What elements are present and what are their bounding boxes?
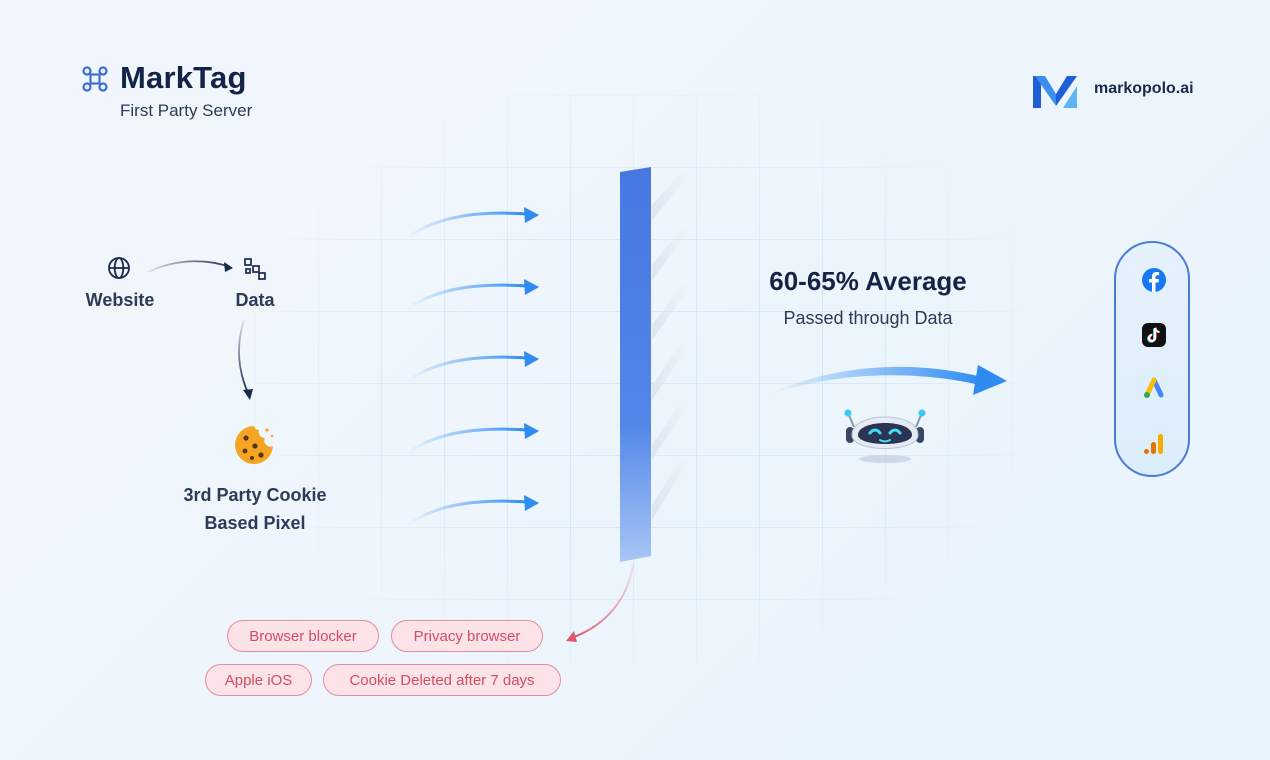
destinations-panel: [1114, 241, 1190, 477]
incoming-data-arrows: [407, 207, 539, 526]
page-subtitle: First Party Server: [120, 101, 253, 120]
command-icon: [82, 66, 108, 92]
website-label: Website: [85, 290, 155, 310]
average-headline: 60-65% Average: [769, 266, 967, 296]
facebook-icon: [1142, 268, 1166, 292]
page-title: MarkTag: [120, 60, 247, 95]
brand-name: markopolo.ai: [1094, 80, 1194, 97]
data-label: Data: [235, 290, 275, 310]
outgoing-arrow: [768, 365, 1007, 395]
blocker-chip-privacy-browser: Privacy browser: [391, 620, 543, 652]
robot-icon: [844, 409, 926, 463]
tiktok-icon: [1142, 323, 1166, 347]
blocked-arrow: [566, 563, 634, 642]
data-blocks-icon: [244, 258, 266, 280]
average-subline: Passed through Data: [783, 308, 953, 328]
globe-icon: [108, 257, 130, 279]
pixel-label-line1: 3rd Party Cookie: [183, 485, 327, 505]
server-wall: [620, 167, 690, 562]
markopolo-logo-icon: [1033, 76, 1077, 108]
flow-arrows: [147, 260, 253, 400]
blocker-chip-browser-blocker: Browser blocker: [227, 620, 379, 652]
google-analytics-icon: [1144, 434, 1163, 454]
cookie-icon: [235, 426, 274, 464]
pixel-label-line2: Based Pixel: [204, 513, 306, 533]
google-ads-icon: [1144, 377, 1164, 398]
pixel-label: 3rd Party Cookie Based Pixel: [150, 481, 360, 537]
blocker-chip-cookie-deleted: Cookie Deleted after 7 days: [323, 664, 561, 696]
blocker-chip-apple-ios: Apple iOS: [205, 664, 312, 696]
